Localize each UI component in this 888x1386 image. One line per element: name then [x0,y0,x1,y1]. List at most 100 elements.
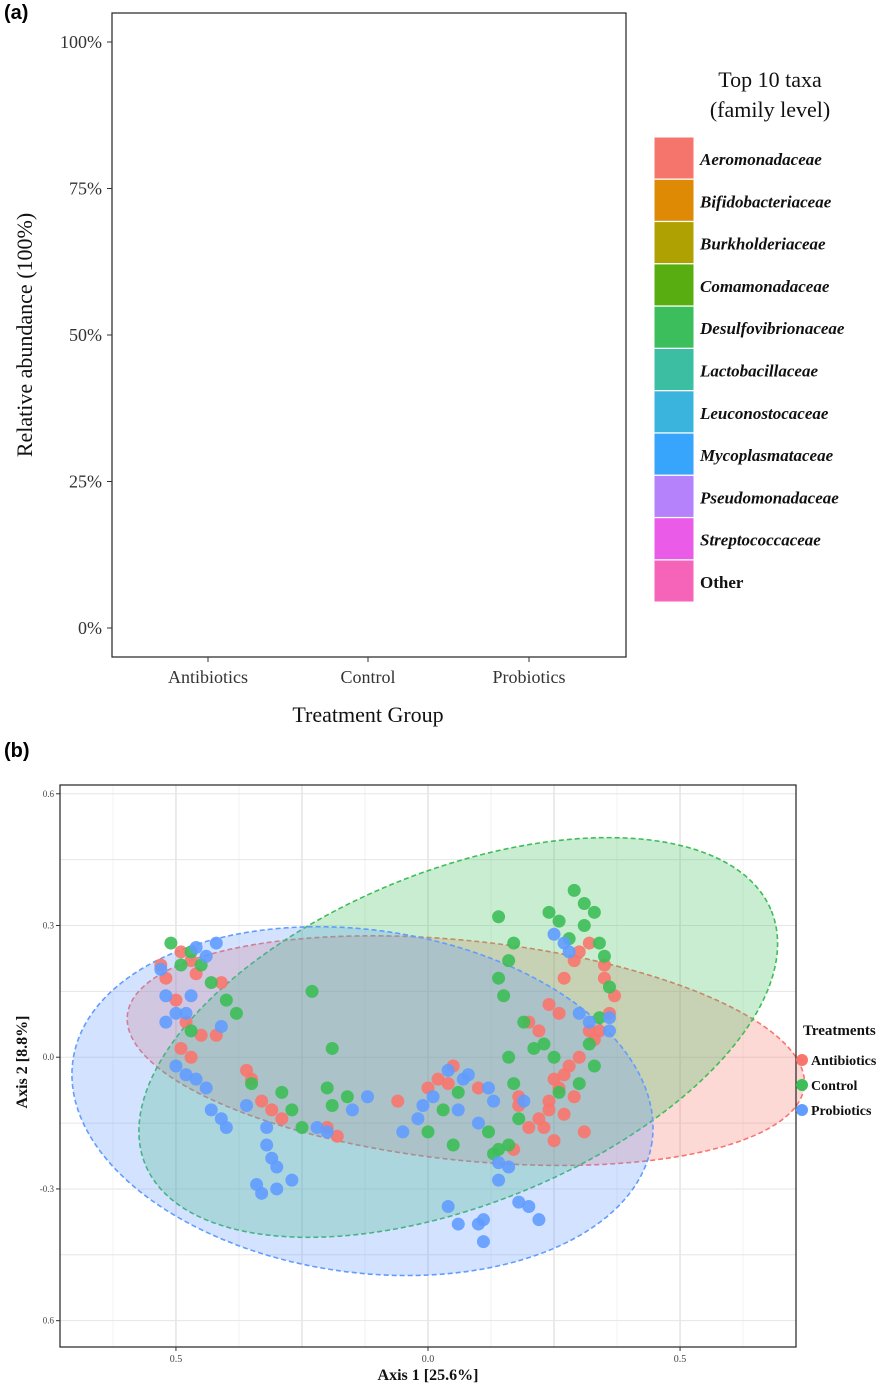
legend-swatch-streptococcaceae [653,517,695,561]
panel-label-a: (a) [4,2,29,24]
point-antibiotics [567,1090,581,1104]
legend-label-lactobacillaceae: Lactobacillaceae [699,362,818,381]
point-probiotics [345,1103,359,1117]
point-control [577,919,591,932]
point-control [572,1077,586,1091]
legend-swatch-comamonadaceae [653,263,695,307]
point-control [245,1077,259,1091]
legend-swatch-other [653,559,695,603]
legend-label-streptococcaceae: Streptococcaceae [700,531,821,550]
point-probiotics [416,1099,430,1113]
point-probiotics [451,1217,465,1231]
point-probiotics [562,945,576,959]
ellipse-probiotics [71,925,654,1277]
y-axis-title: Relative abundance (100%) [12,213,37,457]
point-antibiotics [522,1120,536,1134]
point-antibiotics [184,1050,198,1064]
point-control [421,1125,435,1139]
point-probiotics [179,1068,193,1082]
point-probiotics [199,949,213,963]
point-probiotics [547,927,561,941]
legend-swatch-bifidobacteriaceae [653,178,695,222]
point-probiotics [441,1200,455,1213]
grid-layer [60,785,796,1347]
point-probiotics [320,1125,334,1139]
legend-label-desulfovibrionaceae: Desulfovibrionaceae [699,319,845,338]
point-antibiotics [572,1050,586,1064]
legend-swatch-aeromonadaceae [653,136,695,180]
point-control [567,883,581,897]
point-probiotics [532,1213,546,1227]
point-antibiotics [577,1125,591,1139]
point-control [542,905,556,919]
legend-label-control: Control [811,1079,858,1094]
legend-label-comamonadaceae: Comamonadaceae [700,277,830,296]
point-probiotics [260,1120,274,1134]
point-control [164,936,178,950]
point-probiotics [255,1186,269,1200]
point-antibiotics [532,1024,546,1038]
point-probiotics [169,1059,183,1073]
point-probiotics [522,1200,536,1213]
y-tick-label: 25% [69,472,102,492]
point-control [507,1077,521,1091]
y-tick-label: 0.3 [43,921,55,931]
point-probiotics [270,1182,284,1196]
point-control [325,1099,339,1113]
point-probiotics [310,1120,324,1134]
point-probiotics [441,1063,455,1077]
legend-swatch-pseudomonadaceae [653,474,695,518]
legend-label-bifidobacteriaceae: Bifidobacteriaceae [699,192,832,211]
point-control [305,984,319,998]
point-antibiotics [194,1028,208,1042]
axes-layer: 0.5 0.0 0.5 0.6 -0.3 0.0 0.3 0.6 Axis 1 [25.6%] A… [14,784,797,1384]
point-probiotics [199,1081,213,1095]
point-probiotics [396,1125,410,1139]
point-control [275,1085,289,1099]
point-probiotics [487,1094,501,1108]
point-antibiotics [174,945,188,959]
legend-title: (family level) [710,97,830,122]
point-control [497,989,511,1003]
legend-title: Treatments [803,1023,876,1039]
x-tick-label: Probiotics [492,667,565,687]
point-antibiotics [471,1081,485,1095]
y-tick-label: 100% [60,32,102,52]
point-antibiotics [391,1094,405,1108]
legend-key-antibiotics [796,1054,808,1066]
point-antibiotics [557,1107,571,1121]
point-probiotics [461,1068,475,1082]
point-control [174,958,188,972]
point-probiotics [602,1024,616,1038]
x-tick-label: 0.5 [674,1354,687,1365]
point-probiotics [471,1116,485,1130]
point-control [587,1059,601,1073]
point-probiotics [159,989,173,1003]
point-probiotics [426,1090,440,1104]
y-axis-title: Axis 2 [8.8%] [14,1016,31,1109]
legend: Treatments Antibiotics Control Probiotics [796,1023,877,1119]
point-control [492,971,506,985]
ellipse-control [138,836,779,1239]
point-antibiotics [255,1094,269,1108]
panel-label-b: (b) [4,740,30,762]
point-control [517,1015,531,1029]
point-control [436,1103,450,1117]
point-control [502,1050,516,1064]
legend-label-pseudomonadaceae: Pseudomonadaceae [699,488,839,507]
y-tick-label: -0.3 [40,1184,55,1194]
point-probiotics [476,1235,490,1249]
point-probiotics [411,1112,425,1126]
point-control [325,1041,339,1055]
point-control [592,1011,606,1025]
legend: Top 10 taxa (family level) Aeromonadaceae B… [653,67,845,603]
point-probiotics [270,1160,284,1174]
point-control [492,1142,506,1156]
point-probiotics [517,1094,531,1108]
point-control [577,897,591,911]
legend-label-leuconostocaceae: Leuconostocaceae [699,404,829,423]
legend-label-mycoplasmataceae: Mycoplasmataceae [699,446,834,465]
point-probiotics [476,1213,490,1227]
point-probiotics [219,1120,233,1134]
legend-swatch-lactobacillaceae [653,348,695,391]
